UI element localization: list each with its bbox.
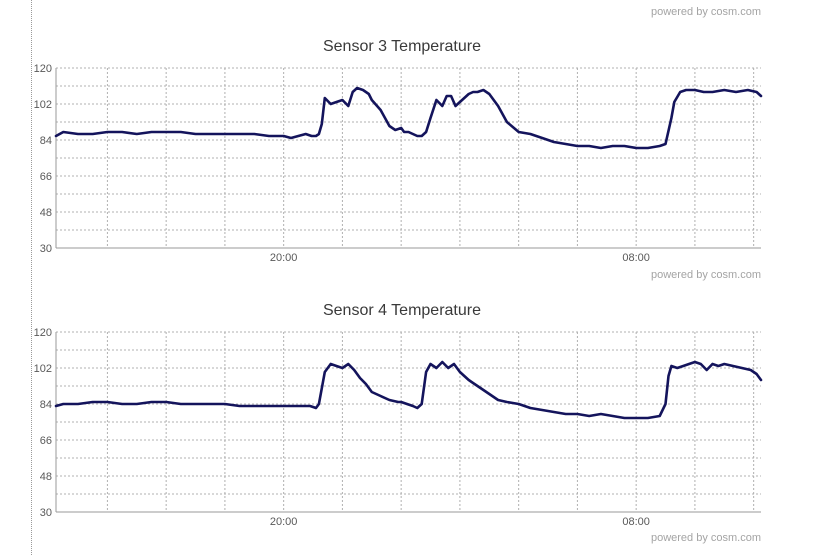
y-tick-label: 102 [34,99,52,111]
y-tick-label: 48 [40,471,52,483]
y-tick-label: 84 [40,135,52,147]
line-chart-sensor-3: 30 48 66 84 102 120 20:00 08:00 [34,63,763,264]
grid [55,331,761,513]
chart-title: Sensor 4 Temperature [322,302,481,319]
powered-by-credit-sensor-3[interactable]: powered by cosm.com [650,269,761,281]
series-line [54,86,763,150]
x-tick-label: 08:00 [622,516,650,528]
series-line [54,360,763,420]
left-dotted-rule [31,0,32,555]
grid [55,67,761,249]
powered-by-credit-top[interactable]: powered by cosm.com [650,6,761,18]
x-tick-label: 20:00 [270,516,298,528]
line-chart-sensor-4: 30 48 66 84 102 120 20:00 08:00 [34,327,763,528]
chart-panel-sensor-4: Sensor 4 Temperature 30 48 66 84 102 120 20:00… [32,300,772,530]
y-tick-label: 120 [34,327,52,339]
x-tick-label: 20:00 [270,252,298,264]
y-tick-label: 30 [40,507,52,519]
y-tick-label: 84 [40,399,52,411]
y-tick-label: 66 [40,171,52,183]
y-tick-label: 120 [34,63,52,75]
y-tick-label: 66 [40,435,52,447]
y-tick-label: 102 [34,363,52,375]
y-tick-label: 48 [40,207,52,219]
powered-by-credit-sensor-4[interactable]: powered by cosm.com [650,532,761,544]
x-tick-label: 08:00 [622,252,650,264]
chart-panel-sensor-3: Sensor 3 Temperature 30 48 66 84 102 120 20:00… [32,36,772,266]
y-tick-label: 30 [40,243,52,255]
chart-title: Sensor 3 Temperature [322,38,481,55]
